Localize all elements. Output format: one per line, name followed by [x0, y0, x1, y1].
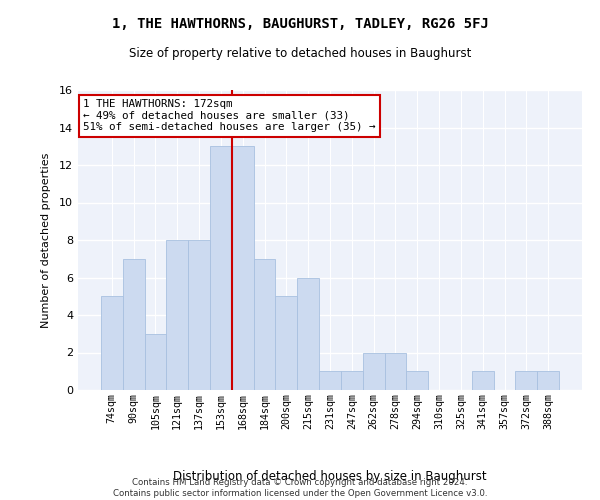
Bar	[341, 371, 363, 390]
Bar	[232, 146, 254, 390]
Text: Contains HM Land Registry data © Crown copyright and database right 2024.
Contai: Contains HM Land Registry data © Crown c…	[113, 478, 487, 498]
Bar	[472, 371, 494, 390]
Bar	[254, 259, 275, 390]
Text: 1, THE HAWTHORNS, BAUGHURST, TADLEY, RG26 5FJ: 1, THE HAWTHORNS, BAUGHURST, TADLEY, RG2…	[112, 18, 488, 32]
Bar	[275, 296, 297, 390]
Bar	[188, 240, 210, 390]
Bar	[297, 278, 319, 390]
Y-axis label: Number of detached properties: Number of detached properties	[41, 152, 50, 328]
Bar	[210, 146, 232, 390]
Bar	[319, 371, 341, 390]
Bar	[166, 240, 188, 390]
Bar	[145, 334, 166, 390]
Bar	[363, 352, 385, 390]
Bar	[406, 371, 428, 390]
Bar	[537, 371, 559, 390]
Bar	[515, 371, 537, 390]
Text: Size of property relative to detached houses in Baughurst: Size of property relative to detached ho…	[129, 48, 471, 60]
Bar	[123, 259, 145, 390]
Bar	[385, 352, 406, 390]
Bar	[101, 296, 123, 390]
X-axis label: Distribution of detached houses by size in Baughurst: Distribution of detached houses by size …	[173, 470, 487, 484]
Text: 1 THE HAWTHORNS: 172sqm
← 49% of detached houses are smaller (33)
51% of semi-de: 1 THE HAWTHORNS: 172sqm ← 49% of detache…	[83, 99, 376, 132]
